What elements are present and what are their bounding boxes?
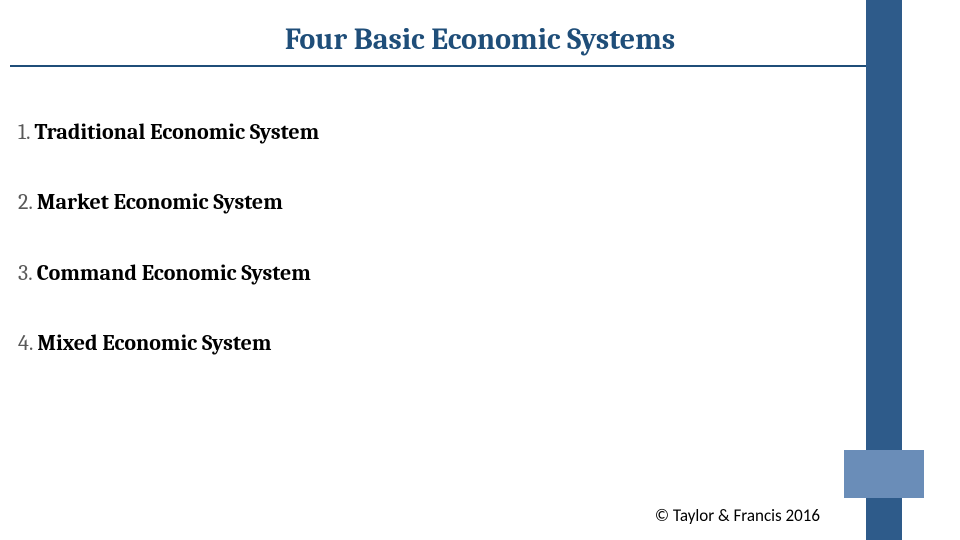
- list-item: 1.Traditional Economic System: [18, 119, 960, 145]
- list-text: Mixed Economic System: [37, 330, 271, 356]
- list-number: 3.: [18, 260, 33, 286]
- sidebar-accent-light: [844, 450, 924, 498]
- list-item: 2.Market Economic System: [18, 189, 960, 215]
- list-container: 1.Traditional Economic System 2.Market E…: [0, 67, 960, 357]
- list-text: Market Economic System: [37, 189, 283, 215]
- list-number: 4.: [18, 330, 33, 356]
- list-number: 2.: [18, 189, 33, 215]
- list-text: Command Economic System: [37, 260, 311, 286]
- copyright-text: © Taylor & Francis 2016: [655, 505, 820, 526]
- slide-title: Four Basic Economic Systems: [48, 0, 912, 65]
- list-number: 1.: [18, 119, 31, 145]
- slide-container: Four Basic Economic Systems 1.Traditiona…: [0, 0, 960, 540]
- list-text: Traditional Economic System: [35, 119, 320, 145]
- list-item: 4.Mixed Economic System: [18, 330, 960, 356]
- list-item: 3.Command Economic System: [18, 260, 960, 286]
